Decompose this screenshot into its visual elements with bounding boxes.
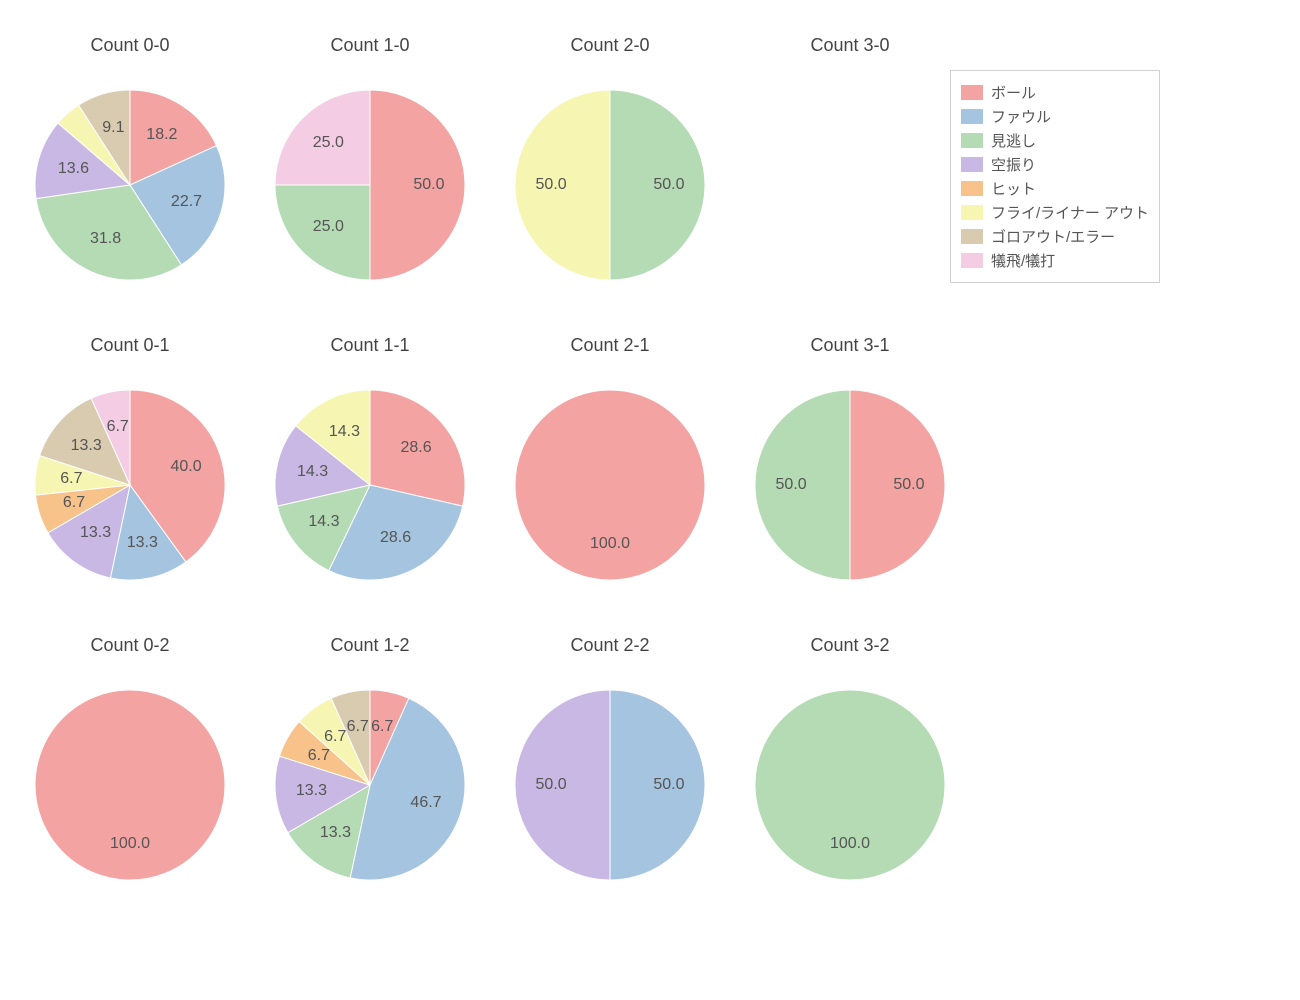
slice-label: 50.0 — [893, 476, 924, 494]
pie-cell: Count 1-0 50.0 25.0 25.0 — [250, 15, 490, 315]
pie-svg — [10, 615, 250, 915]
slice-label: 14.3 — [329, 423, 360, 441]
legend-label: ヒット — [991, 178, 1036, 199]
slice-label: 46.7 — [410, 794, 441, 812]
pie-title: Count 0-0 — [10, 35, 250, 56]
pie-cell: Count 2-0 50.0 50.0 — [490, 15, 730, 315]
legend-swatch — [961, 133, 983, 148]
pie-svg — [10, 15, 250, 315]
legend-label: 空振り — [991, 154, 1036, 175]
slice-label: 22.7 — [171, 193, 202, 211]
pie-title: Count 1-1 — [250, 335, 490, 356]
legend: ボールファウル見逃し空振りヒットフライ/ライナー アウトゴロアウト/エラー犠飛/… — [950, 70, 1160, 283]
slice-label: 40.0 — [170, 458, 201, 476]
legend-row: ヒット — [961, 178, 1149, 199]
legend-label: ボール — [991, 82, 1036, 103]
slice-label: 6.7 — [324, 728, 346, 746]
pie-cell: Count 1-1 28.6 28.6 14.3 14.3 14.3 — [250, 315, 490, 615]
slice-label: 100.0 — [830, 835, 870, 853]
legend-swatch — [961, 109, 983, 124]
pie-svg — [730, 615, 970, 915]
legend-swatch — [961, 229, 983, 244]
legend-row: 犠飛/犠打 — [961, 250, 1149, 271]
legend-label: ファウル — [991, 106, 1051, 127]
pie-svg — [250, 15, 490, 315]
slice-label: 6.7 — [63, 494, 85, 512]
pie-cell: Count 3-1 50.0 50.0 — [730, 315, 970, 615]
slice-label: 18.2 — [146, 126, 177, 144]
legend-swatch — [961, 181, 983, 196]
pie-svg — [490, 315, 730, 615]
legend-row: ゴロアウト/エラー — [961, 226, 1149, 247]
pie-title: Count 2-1 — [490, 335, 730, 356]
pie-cell: Count 3-2 100.0 — [730, 615, 970, 915]
pie-cell: Count 1-26.746.713.313.36.76.76.7 — [250, 615, 490, 915]
slice-label: 13.3 — [80, 524, 111, 542]
legend-row: ファウル — [961, 106, 1149, 127]
slice-label: 13.3 — [296, 782, 327, 800]
pie-title: Count 3-2 — [730, 635, 970, 656]
slice-label: 9.1 — [102, 119, 124, 137]
pie-svg — [490, 15, 730, 315]
legend-swatch — [961, 85, 983, 100]
pie-title: Count 2-2 — [490, 635, 730, 656]
slice-label: 100.0 — [590, 535, 630, 553]
slice-label: 6.7 — [371, 718, 393, 736]
slice-label: 6.7 — [107, 418, 129, 436]
slice-label: 50.0 — [413, 176, 444, 194]
pie-title: Count 1-2 — [250, 635, 490, 656]
pie-title: Count 2-0 — [490, 35, 730, 56]
slice-label: 28.6 — [380, 529, 411, 547]
pie-cell: Count 3-0 — [730, 15, 970, 315]
slice-label: 25.0 — [313, 134, 344, 152]
slice-label: 50.0 — [776, 476, 807, 494]
slice-label: 14.3 — [308, 513, 339, 531]
legend-row: 空振り — [961, 154, 1149, 175]
slice-label: 25.0 — [313, 218, 344, 236]
pie-title: Count 0-1 — [10, 335, 250, 356]
pie-cell: Count 2-1 100.0 — [490, 315, 730, 615]
slice-label: 50.0 — [653, 776, 684, 794]
pie-cell: Count 0-1 40.0 13.3 13.3 6.7 6.7 13.3 6.7 — [10, 315, 250, 615]
legend-swatch — [961, 205, 983, 220]
pie-svg — [490, 615, 730, 915]
chart-grid: Count 0-0 18.2 22.7 31.8 13.6 9.1 Count 1-0 50.… — [0, 0, 1300, 1000]
legend-swatch — [961, 253, 983, 268]
slice-label: 6.7 — [308, 747, 330, 765]
legend-row: ボール — [961, 82, 1149, 103]
slice-label: 13.3 — [71, 437, 102, 455]
slice-label: 13.3 — [127, 534, 158, 552]
legend-row: フライ/ライナー アウト — [961, 202, 1149, 223]
slice-label: 6.7 — [60, 470, 82, 488]
slice-label: 100.0 — [110, 835, 150, 853]
slice-label: 28.6 — [400, 439, 431, 457]
pie-title: Count 3-1 — [730, 335, 970, 356]
slice-label: 13.6 — [58, 160, 89, 178]
legend-swatch — [961, 157, 983, 172]
pie-cell: Count 0-0 18.2 22.7 31.8 13.6 9.1 — [10, 15, 250, 315]
pie-svg — [10, 315, 250, 615]
legend-label: 見逃し — [991, 130, 1036, 151]
pie-cell: Count 0-2 100.0 — [10, 615, 250, 915]
legend-label: ゴロアウト/エラー — [991, 226, 1115, 247]
legend-label: フライ/ライナー アウト — [991, 202, 1149, 223]
slice-label: 31.8 — [90, 230, 121, 248]
slice-label: 50.0 — [653, 176, 684, 194]
pie-cell: Count 2-2 50.0 50.0 — [490, 615, 730, 915]
pie-svg — [730, 315, 970, 615]
pie-svg — [250, 615, 490, 915]
slice-label: 50.0 — [536, 176, 567, 194]
slice-label: 6.7 — [347, 718, 369, 736]
pie-svg — [250, 315, 490, 615]
slice-label: 50.0 — [536, 776, 567, 794]
pie-title: Count 0-2 — [10, 635, 250, 656]
slice-label: 13.3 — [320, 824, 351, 842]
legend-label: 犠飛/犠打 — [991, 250, 1055, 271]
pie-title: Count 3-0 — [730, 35, 970, 56]
legend-row: 見逃し — [961, 130, 1149, 151]
pie-title: Count 1-0 — [250, 35, 490, 56]
slice-label: 14.3 — [297, 463, 328, 481]
